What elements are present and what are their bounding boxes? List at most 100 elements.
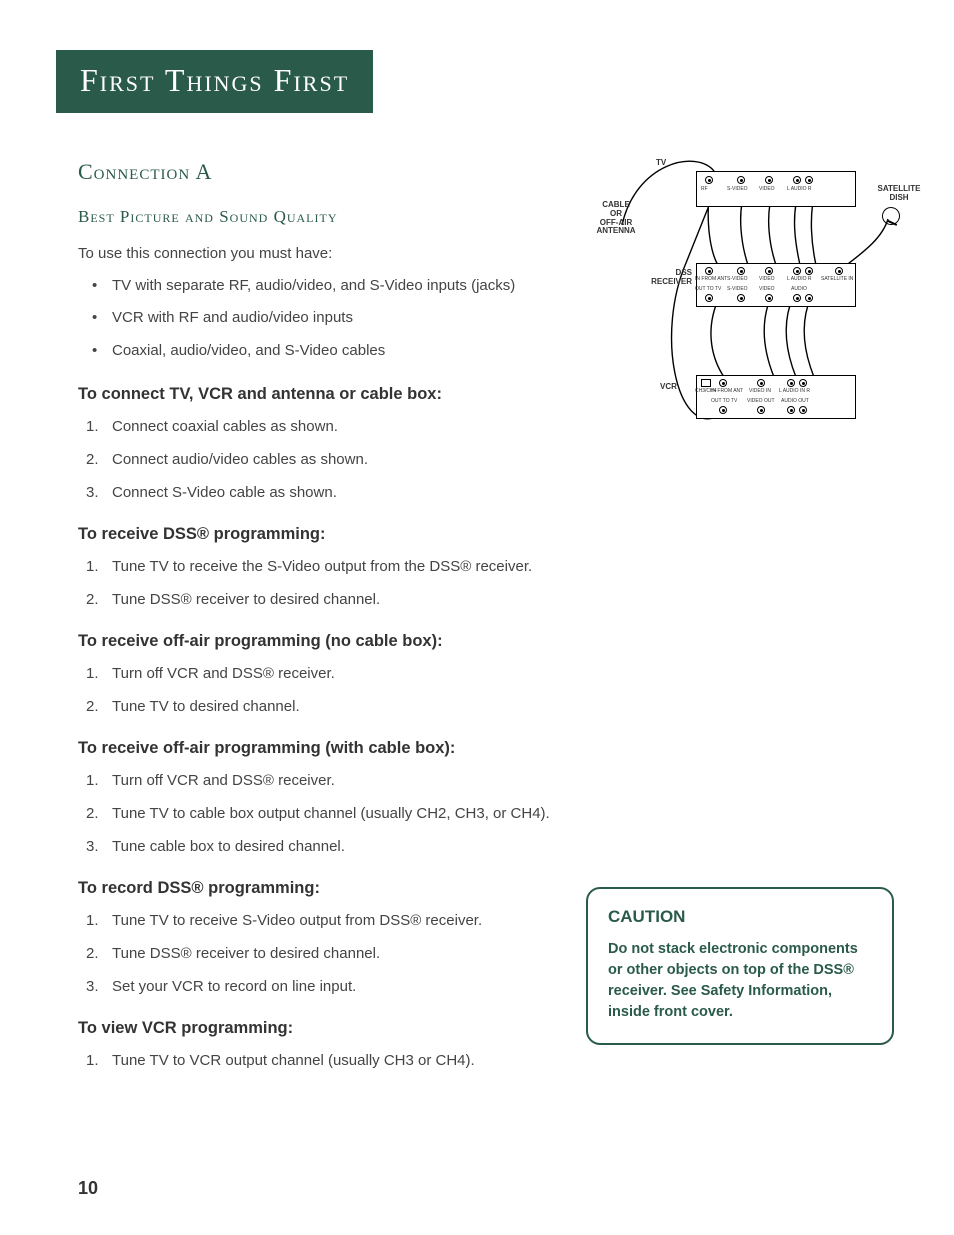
step: Connect audio/video cables as shown.	[78, 449, 558, 470]
port-label: OUT TO TV	[695, 286, 721, 292]
port-label: L AUDIO R	[787, 186, 812, 192]
port	[787, 379, 795, 387]
requirement-item: VCR with RF and audio/video inputs	[78, 308, 558, 328]
port-label: IN FROM ANT	[695, 276, 727, 282]
step: Tune cable box to desired channel.	[78, 836, 558, 857]
port-label: L AUDIO IN R	[779, 388, 810, 394]
procedure-block: To view VCR programming: Tune TV to VCR …	[78, 1019, 558, 1071]
caution-heading: CAUTION	[608, 907, 872, 927]
port-label: OUT TO TV	[711, 398, 737, 404]
procedure-block: To connect TV, VCR and antenna or cable …	[78, 385, 558, 503]
procedure-block: To receive off-air programming (with cab…	[78, 739, 558, 857]
port-label: S-VIDEO	[727, 286, 748, 292]
vcr-box: CH3/CH4 IN FROM ANT VIDEO IN L AUDIO IN …	[696, 375, 856, 419]
tv-label: TV	[656, 159, 666, 168]
requirement-item: Coaxial, audio/video, and S-Video cables	[78, 341, 558, 361]
procedure-steps: Turn off VCR and DSS® receiver. Tune TV …	[78, 770, 558, 857]
caution-box: CAUTION Do not stack electronic componen…	[586, 887, 894, 1045]
procedure-title: To connect TV, VCR and antenna or cable …	[78, 385, 558, 404]
caution-body: Do not stack electronic components or ot…	[608, 939, 872, 1023]
procedure-title: To receive off-air programming (no cable…	[78, 632, 558, 651]
port	[737, 294, 745, 302]
dss-label: DSS RECEIVER	[642, 269, 692, 287]
section-subheading: Best Picture and Sound Quality	[78, 207, 558, 227]
procedure-steps: Connect coaxial cables as shown. Connect…	[78, 416, 558, 503]
port-audio-r	[805, 176, 813, 184]
port-label: S-VIDEO	[727, 186, 748, 192]
port	[765, 267, 773, 275]
step: Tune TV to VCR output channel (usually C…	[78, 1050, 558, 1071]
chapter-title: First Things First	[80, 62, 349, 99]
port	[705, 267, 713, 275]
port-label: L AUDIO R	[787, 276, 812, 282]
port	[705, 294, 713, 302]
connection-diagram: TV RF S-VIDEO VIDEO L AUDIO R	[586, 153, 894, 453]
step: Turn off VCR and DSS® receiver.	[78, 663, 558, 684]
procedure-block: To record DSS® programming: Tune TV to r…	[78, 879, 558, 997]
page-number: 10	[78, 1178, 98, 1199]
port-label: S-VIDEO	[727, 276, 748, 282]
intro-text: To use this connection you must have:	[78, 245, 558, 262]
port-label: AUDIO OUT	[781, 398, 809, 404]
antenna-label: CABLE OR OFF-AIR ANTENNA	[580, 201, 652, 236]
content-column: Connection A Best Picture and Sound Qual…	[78, 159, 558, 1093]
port	[835, 267, 843, 275]
port	[765, 294, 773, 302]
step: Tune DSS® receiver to desired channel.	[78, 589, 558, 610]
two-column-layout: Connection A Best Picture and Sound Qual…	[78, 159, 894, 1093]
dish-label: SATELLITE DISH	[874, 185, 924, 203]
port	[799, 379, 807, 387]
port-label: SATELLITE IN	[821, 276, 853, 282]
step: Tune TV to cable box output channel (usu…	[78, 803, 558, 824]
procedure-block: To receive off-air programming (no cable…	[78, 632, 558, 717]
section-heading: Connection A	[78, 159, 558, 185]
procedure-title: To receive DSS® programming:	[78, 525, 558, 544]
port-rf	[705, 176, 713, 184]
step: Tune TV to receive the S-Video output fr…	[78, 556, 558, 577]
step: Tune TV to receive S-Video output from D…	[78, 910, 558, 931]
port	[757, 406, 765, 414]
port-label: VIDEO	[759, 186, 775, 192]
port-audio-l	[793, 176, 801, 184]
requirement-item: TV with separate RF, audio/video, and S-…	[78, 276, 558, 296]
requirements-list: TV with separate RF, audio/video, and S-…	[78, 276, 558, 361]
port-video	[765, 176, 773, 184]
procedure-steps: Tune TV to VCR output channel (usually C…	[78, 1050, 558, 1071]
port-label: AUDIO	[791, 286, 807, 292]
port	[793, 294, 801, 302]
ch-switch	[701, 379, 711, 387]
port-svideo	[737, 176, 745, 184]
procedure-steps: Turn off VCR and DSS® receiver. Tune TV …	[78, 663, 558, 717]
procedure-title: To view VCR programming:	[78, 1019, 558, 1038]
step: Tune DSS® receiver to desired channel.	[78, 943, 558, 964]
step: Turn off VCR and DSS® receiver.	[78, 770, 558, 791]
port	[793, 267, 801, 275]
procedure-block: To receive DSS® programming: Tune TV to …	[78, 525, 558, 610]
port	[719, 406, 727, 414]
port	[805, 294, 813, 302]
chapter-title-bar: First Things First	[56, 50, 373, 113]
diagram-column: TV RF S-VIDEO VIDEO L AUDIO R	[586, 159, 894, 1093]
port	[787, 406, 795, 414]
tv-box: RF S-VIDEO VIDEO L AUDIO R	[696, 171, 856, 207]
dss-box: IN FROM ANT S-VIDEO VIDEO L AUDIO R SATE…	[696, 263, 856, 307]
step: Set your VCR to record on line input.	[78, 976, 558, 997]
port	[719, 379, 727, 387]
port-label: VIDEO	[759, 286, 775, 292]
port	[799, 406, 807, 414]
port-label: VIDEO	[759, 276, 775, 282]
step: Connect S-Video cable as shown.	[78, 482, 558, 503]
port-label: RF	[701, 186, 708, 192]
port-label: IN FROM ANT	[711, 388, 743, 394]
procedure-title: To receive off-air programming (with cab…	[78, 739, 558, 758]
port-label: VIDEO OUT	[747, 398, 775, 404]
step: Tune TV to desired channel.	[78, 696, 558, 717]
procedure-steps: Tune TV to receive S-Video output from D…	[78, 910, 558, 997]
port-label: VIDEO IN	[749, 388, 771, 394]
step: Connect coaxial cables as shown.	[78, 416, 558, 437]
procedure-title: To record DSS® programming:	[78, 879, 558, 898]
port	[805, 267, 813, 275]
port	[737, 267, 745, 275]
vcr-label: VCR	[660, 383, 677, 392]
procedure-steps: Tune TV to receive the S-Video output fr…	[78, 556, 558, 610]
